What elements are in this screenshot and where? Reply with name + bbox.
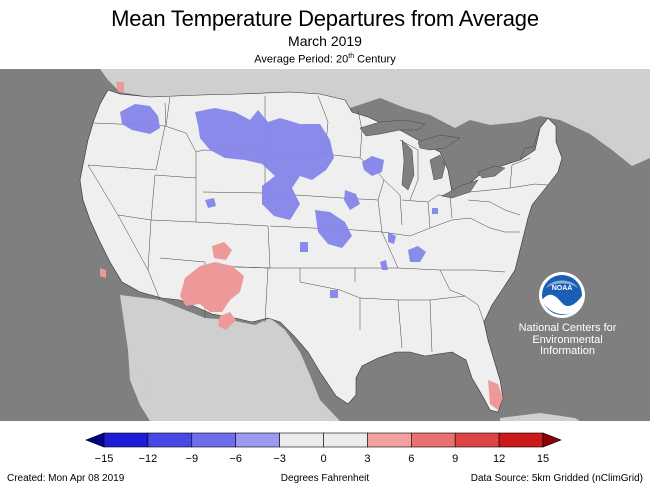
mexico-land <box>128 298 172 421</box>
temperature-departure-map: NOAA <box>0 69 650 421</box>
colorbar-segment <box>147 432 193 448</box>
colorbar-under-arrow <box>85 432 105 448</box>
colorbar-tick-label: −15 <box>94 453 114 465</box>
noaa-logo-icon <box>539 272 585 318</box>
colorbar-segment <box>235 432 280 448</box>
warm-anomaly-regions <box>100 82 503 410</box>
colorbar-tick-label: 9 <box>452 453 459 465</box>
colorbar-segment <box>279 432 324 448</box>
colorbar-tick-label: 6 <box>408 453 415 465</box>
map-title: Mean Temperature Departures from Average <box>111 6 539 31</box>
map-subtitle: March 2019 <box>288 33 362 49</box>
data-source: Data Source: 5km Gridded (nClimGrid) <box>470 473 643 484</box>
colorbar-tick-label: 0 <box>320 453 327 465</box>
cold-anomaly-regions <box>120 104 438 298</box>
colorbar-segment <box>454 432 500 448</box>
colorbar-segment <box>323 432 368 448</box>
colorbar-tick-label: −12 <box>138 453 158 465</box>
colorbar-tick-label: 12 <box>492 453 506 465</box>
mexico-land <box>120 295 340 421</box>
colorbar-tick-label: −9 <box>185 453 199 465</box>
caribbean-land <box>500 413 580 421</box>
colorbar-tick-label: 15 <box>536 453 550 465</box>
colorbar-segment <box>498 432 544 448</box>
colorbar-segment <box>103 432 149 448</box>
colorbar-segment <box>410 432 456 448</box>
agency-name: National Centers for Environmental Infor… <box>518 322 617 357</box>
colorbar-segment <box>191 432 237 448</box>
colorbar-segment <box>367 432 412 448</box>
colorbar-tick-label: 3 <box>364 453 371 465</box>
noaa-logo-text: NOAA <box>552 285 573 292</box>
created-date: Created: Mon Apr 08 2019 <box>7 473 125 484</box>
colorbar <box>0 425 650 465</box>
colorbar-over-arrow <box>542 432 562 448</box>
colorbar-tick-label: −3 <box>273 453 286 465</box>
colorbar-tick-label: −6 <box>229 453 242 465</box>
average-period: Average Period: 20th Century <box>254 53 396 66</box>
great-lakes <box>359 119 506 199</box>
canada-land <box>0 69 650 166</box>
units-label: Degrees Fahrenheit <box>280 473 370 484</box>
